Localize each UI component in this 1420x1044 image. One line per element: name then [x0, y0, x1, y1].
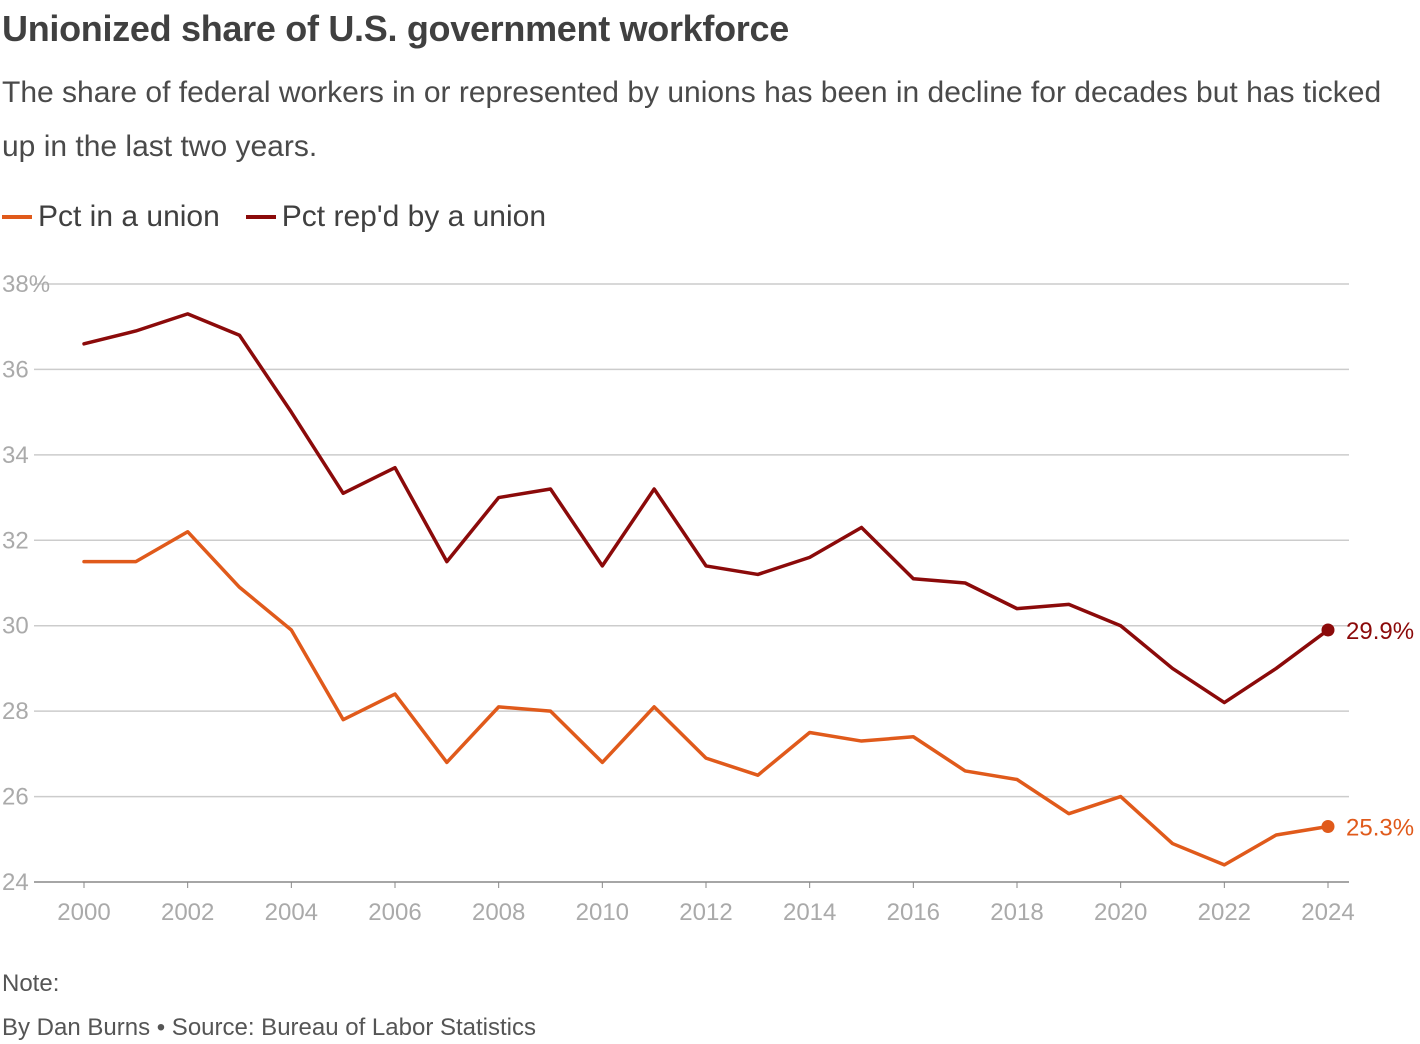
- series-end-point-0: [1321, 819, 1335, 833]
- legend-item-in-union: Pct in a union: [2, 200, 220, 234]
- x-tick-label-2008: 2008: [472, 899, 525, 926]
- x-tick-label-2012: 2012: [679, 899, 732, 926]
- y-tick-label-38: 38%: [2, 271, 50, 298]
- y-tick-label-34: 34: [2, 442, 29, 469]
- series-end-point-1: [1321, 623, 1335, 637]
- chart-title: Unionized share of U.S. government workf…: [2, 8, 789, 49]
- footer-note: Note:: [2, 970, 60, 997]
- legend-label-represented: Pct rep'd by a union: [281, 200, 547, 233]
- series-line-0: [82, 529, 1330, 867]
- chart-subtitle: The share of federal workers in or repre…: [2, 76, 1382, 163]
- series-end-label-1: 29.9%: [1346, 618, 1414, 645]
- legend-swatch-represented: [245, 215, 276, 219]
- x-tick-label-2010: 2010: [576, 899, 629, 926]
- legend: Pct in a union Pct rep'd by a union: [2, 200, 572, 234]
- y-tick-label-28: 28: [2, 698, 29, 725]
- x-tick-label-2022: 2022: [1198, 899, 1251, 926]
- y-tick-label-24: 24: [2, 869, 29, 896]
- x-tick-label-2020: 2020: [1094, 899, 1147, 926]
- series-line-1: [82, 312, 1330, 705]
- x-tick-label-2002: 2002: [161, 899, 214, 926]
- y-tick-label-30: 30: [2, 613, 29, 640]
- legend-label-in-union: Pct in a union: [38, 200, 220, 233]
- y-tick-label-32: 32: [2, 527, 29, 554]
- x-tick-label-2006: 2006: [368, 899, 421, 926]
- x-tick-label-2016: 2016: [887, 899, 940, 926]
- x-tick-label-2004: 2004: [265, 899, 318, 926]
- y-tick-label-26: 26: [2, 784, 29, 811]
- series-end-label-0: 25.3%: [1346, 814, 1414, 841]
- footer-byline: By Dan Burns • Source: Bureau of Labor S…: [2, 1014, 536, 1041]
- legend-swatch-in-union: [2, 215, 32, 219]
- x-tick-label-2014: 2014: [783, 899, 836, 926]
- x-tick-label-2018: 2018: [990, 899, 1043, 926]
- x-tick-label-2000: 2000: [57, 899, 110, 926]
- y-tick-label-36: 36: [2, 356, 29, 383]
- legend-item-represented: Pct rep'd by a union: [245, 200, 547, 234]
- x-tick-label-2024: 2024: [1301, 899, 1354, 926]
